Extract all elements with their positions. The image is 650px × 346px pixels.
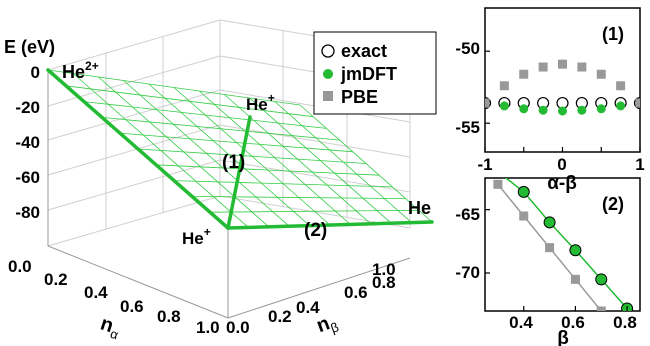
annotation-heplus-corner: He+ [182, 225, 211, 248]
mesh-line-v [249, 97, 392, 224]
panel-2-plot: (2) -65 -70 0.4 0.6 0.8 β [455, 166, 641, 346]
z-tick: 0 [31, 63, 40, 82]
z-tick: -80 [15, 203, 40, 222]
y-tick: 0.8 [372, 273, 396, 292]
point-jmDFT [577, 105, 587, 115]
annotation-path-1: (1) [222, 152, 245, 173]
legend-pbe-label: PBE [341, 87, 378, 107]
legend-exact-label: exact [341, 41, 387, 61]
legend-jmdft-label: jmDFT [340, 64, 397, 84]
legend-box [313, 31, 437, 115]
panel-1-xtick: 0 [557, 155, 566, 174]
x-axis-label: nα [97, 313, 124, 343]
point-jmDFT [616, 101, 626, 111]
mesh-line-v [299, 104, 433, 223]
panel-1-ytick: -55 [455, 118, 480, 137]
legend-exact-marker [321, 44, 335, 58]
point-PBE [485, 98, 490, 108]
legend: exact jmDFT PBE [313, 31, 437, 115]
z-tick-labels: 0 -20 -40 -60 -80 [15, 63, 40, 222]
point-PBE [493, 179, 503, 189]
legend-pbe-marker [323, 91, 333, 101]
z-tick: -40 [15, 133, 40, 152]
y-axis-line [227, 257, 411, 319]
x-tick: 0.8 [157, 307, 181, 326]
point-jmDFT [596, 104, 606, 114]
legend-jmdft-marker [323, 69, 333, 79]
mesh-line-u [209, 209, 419, 213]
annotation-path-2: (2) [304, 220, 327, 241]
x-tick: 1.0 [196, 318, 220, 337]
point-jmDFT [569, 244, 582, 257]
point-jmDFT [499, 101, 509, 111]
point-PBE [570, 274, 580, 284]
annotation-he: He [408, 198, 431, 218]
point-exact [485, 96, 492, 110]
mesh-line-u [155, 164, 380, 176]
point-jmDFT [595, 273, 608, 286]
panel-1-label: (1) [602, 24, 624, 44]
mesh-line-v [274, 101, 412, 223]
point-jmDFT [517, 185, 530, 198]
point-PBE [519, 69, 529, 79]
mesh-line-u [173, 180, 393, 188]
mesh-line-u [191, 196, 406, 199]
panel-1-xlabel: α-β [547, 173, 577, 194]
x-tick: 0.0 [8, 257, 32, 276]
x-axis-line [47, 245, 229, 319]
point-jmDFT [519, 104, 529, 114]
panel-2-xtick: 0.6 [561, 313, 585, 332]
y-tick-labels: 0.0 0.2 0.4 0.6 0.8 1.0 [226, 260, 396, 337]
panel-2-ytick: -70 [455, 263, 480, 282]
series-line-PBE [497, 183, 603, 311]
point-PBE [596, 306, 606, 311]
y-axis-label: nβ [314, 310, 341, 340]
point-jmDFT [543, 216, 556, 229]
point-exact [633, 96, 640, 110]
y-tick: 0.4 [296, 298, 320, 317]
panel-1-plot: (1) -50 -55 -1 0 1 α-β [455, 7, 645, 194]
panel-2-ytick: -65 [455, 205, 480, 224]
mesh-line-v [173, 87, 331, 226]
z-tick: -20 [15, 98, 40, 117]
panel-1-ytick: -50 [455, 39, 480, 58]
point-PBE [538, 62, 548, 72]
panel-2-xtick: 0.4 [509, 313, 533, 332]
annotation-he2plus: He2+ [62, 59, 99, 82]
point-PBE [596, 69, 606, 79]
point-PBE [558, 59, 567, 69]
x-tick: 0.2 [44, 270, 68, 289]
mesh-line-v [198, 90, 351, 225]
point-PBE [545, 243, 555, 253]
panel-2-xlabel: β [557, 328, 569, 346]
x-tick: 0.6 [120, 297, 144, 316]
point-jmDFT [538, 105, 548, 115]
z-tick: -60 [15, 168, 40, 187]
point-jmDFT [492, 166, 503, 177]
panel-1-xtick: -1 [477, 155, 492, 174]
annotation-heplus-top: He+ [246, 91, 275, 114]
x-tick: 0.4 [84, 283, 108, 302]
y-tick: 0.6 [344, 283, 368, 302]
point-PBE [519, 211, 529, 221]
y-tick: 1.0 [372, 260, 396, 279]
panel-2-label: (2) [602, 194, 624, 214]
panel-2-xtick: 0.8 [613, 313, 637, 332]
point-PBE [635, 98, 640, 108]
point-PBE [623, 338, 632, 346]
boundary-lines [46, 68, 434, 230]
point-jmDFT [558, 106, 567, 116]
point-PBE [616, 81, 626, 91]
x-tick-labels: 0.0 0.2 0.4 0.6 0.8 1.0 [8, 257, 220, 337]
point-PBE [499, 81, 509, 91]
point-PBE [577, 62, 587, 72]
y-tick: 0.0 [226, 318, 250, 337]
panel-2-frame [484, 177, 641, 312]
energy-surface-mesh [47, 69, 433, 229]
z-axis-label: E (eV) [4, 37, 55, 57]
panel-1-xtick: 1 [635, 155, 644, 174]
y-tick: 0.2 [268, 307, 292, 326]
